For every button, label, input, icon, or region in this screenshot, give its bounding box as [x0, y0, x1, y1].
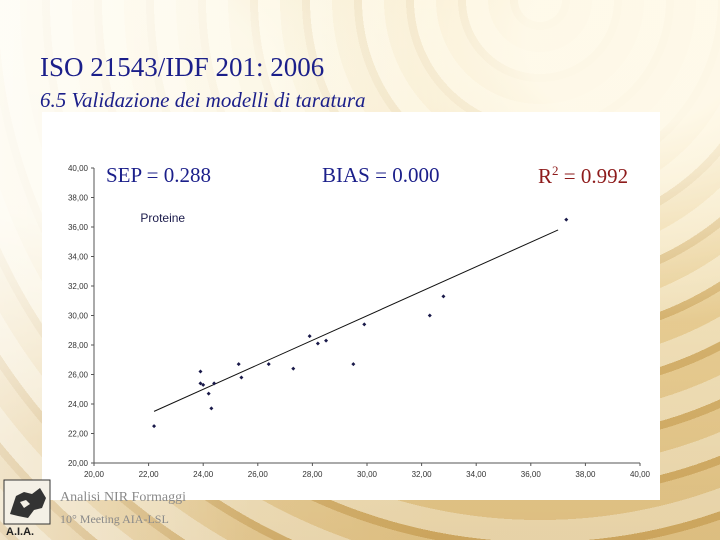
data-point [201, 382, 206, 387]
r2-value: = 0.992 [558, 164, 629, 188]
y-tick-label: 28,00 [68, 341, 89, 350]
chart-panel [42, 112, 660, 500]
x-tick-label: 26,00 [248, 470, 269, 479]
data-point [212, 381, 217, 386]
data-point [239, 375, 244, 380]
bias-stat: BIAS = 0.000 [322, 163, 440, 187]
sep-stat: SEP = 0.288 [106, 163, 211, 187]
data-point [427, 313, 432, 318]
x-tick-label: 36,00 [521, 470, 542, 479]
y-tick-label: 20,00 [68, 459, 89, 468]
slide-title: ISO 21543/IDF 201: 2006 [40, 52, 325, 82]
chart-title: Proteine [140, 211, 185, 225]
x-tick-label: 34,00 [466, 470, 487, 479]
data-point [152, 424, 157, 429]
x-ticks: 20,00 22,00 24,00 26,00 28,00 30,00 32,00 34,00… [84, 463, 651, 479]
x-tick-label: 32,00 [412, 470, 433, 479]
data-points [152, 217, 569, 429]
y-tick-label: 26,00 [68, 371, 89, 380]
data-point [315, 341, 320, 346]
y-tick-label: 22,00 [68, 430, 89, 439]
footer-line-1: Analisi NIR Formaggi [60, 490, 186, 505]
aia-logo [3, 479, 51, 525]
x-tick-label: 20,00 [84, 470, 105, 479]
y-tick-label: 36,00 [68, 223, 89, 232]
data-point [324, 338, 329, 343]
y-tick-label: 38,00 [68, 194, 89, 203]
data-point [564, 217, 569, 222]
data-point [198, 381, 203, 386]
data-point [291, 366, 296, 371]
y-tick-label: 32,00 [68, 282, 89, 291]
x-tick-label: 24,00 [193, 470, 214, 479]
x-tick-label: 38,00 [575, 470, 596, 479]
footer-line-2: 10° Meeting AIA-LSL [60, 512, 169, 526]
data-point [236, 362, 241, 367]
r2-stat: R2 = 0.992 [538, 163, 628, 189]
data-point [266, 362, 271, 367]
data-point [351, 362, 356, 367]
x-tick-label: 40,00 [630, 470, 651, 479]
data-point [307, 334, 312, 339]
y-tick-label: 40,00 [68, 164, 89, 173]
r2-superscript: 2 [552, 163, 559, 178]
data-point [362, 322, 367, 327]
regression-line [153, 229, 559, 412]
data-point [198, 369, 203, 374]
y-tick-label: 30,00 [68, 312, 89, 321]
x-tick-label: 30,00 [357, 470, 378, 479]
data-point [441, 294, 446, 299]
y-tick-label: 24,00 [68, 400, 89, 409]
data-point [209, 406, 214, 411]
logo-text: A.I.A. [6, 526, 35, 538]
y-ticks: 20,00 22,00 24,00 26,00 28,00 30,00 32,00 34,00… [68, 164, 94, 468]
slide-subtitle: 6.5 Validazione dei modelli di taratura [40, 88, 366, 112]
r2-label: R [538, 164, 553, 188]
x-tick-label: 22,00 [139, 470, 160, 479]
data-point [206, 391, 211, 396]
y-tick-label: 34,00 [68, 253, 89, 262]
x-tick-label: 28,00 [302, 470, 323, 479]
